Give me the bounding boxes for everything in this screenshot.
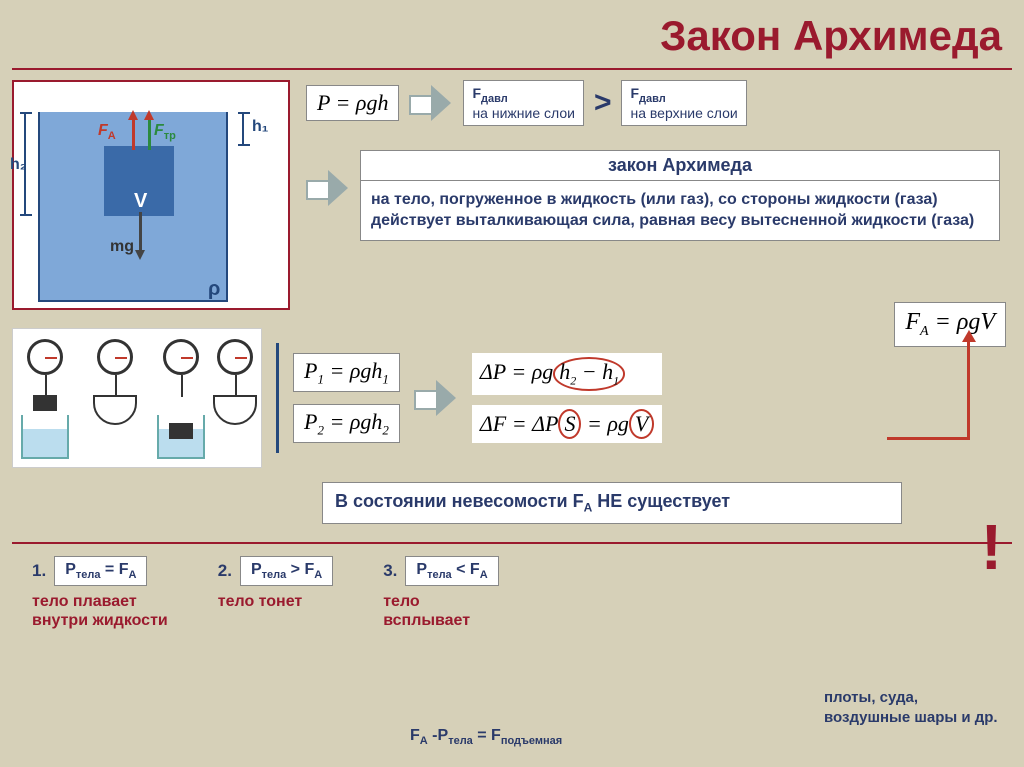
case-3-cond: Pтела < FA [405,556,498,586]
p1-formula: P1 = ρgh1 [293,353,400,392]
label-mg: mg [110,238,134,256]
arrow-icon [306,170,350,206]
case-2-cond: Pтела > FA [240,556,333,586]
law-heading: закон Архимеда [361,151,999,181]
fa-formula: FA = ρgV [894,302,1006,347]
page-title: Закон Архимеда [12,12,1012,60]
fdavl-lower-box: Fдавл на нижние слои [463,80,583,126]
case-3: 3. Pтела < FA теловсплывает [383,556,498,631]
archimedes-law-box: закон Архимеда на тело, погруженное в жи… [360,150,1000,241]
law-body: на тело, погруженное в жидкость (или газ… [361,181,999,240]
lifting-force-formula: FA -Pтела = Fподъемная [410,727,562,747]
applications-note: плоты, суда, воздушные шары и др. [824,688,1004,727]
case-1-cond: Pтела = FA [54,556,147,586]
p1-p2-formulas: P1 = ρgh1 P2 = ρgh2 [293,353,400,444]
p2-formula: P2 = ρgh2 [293,404,400,443]
label-FA: FA [98,122,116,142]
fdavl-upper-box: Fдавл на верхние слои [621,80,746,126]
dynamometer-illustration [12,328,262,468]
label-rho: ρ [208,278,220,301]
weightlessness-note: В состоянии невесомости FA НЕ существует [322,482,902,524]
dp-formula: ΔP = ρgh2 − h1 [472,353,662,394]
case-3-text: теловсплывает [383,592,498,630]
derivation-arrow [967,340,970,440]
divider-top [12,68,1012,70]
label-h2: h₂ [10,156,27,174]
flotation-cases: 1. Pтела = FA тело плаваетвнутри жидкост… [12,556,1012,631]
label-h1: h₁ [252,118,268,136]
case-1: 1. Pтела = FA тело плаваетвнутри жидкост… [32,556,168,631]
df-formula: ΔF = ΔPS = ρgV [472,405,662,443]
label-V: V [134,190,147,213]
case-1-text: тело плаваетвнутри жидкости [32,592,168,630]
submerged-body-diagram: h₂ h₁ FA Fтр mg V ρ [12,80,290,310]
exclamation-icon: ! [981,510,1002,584]
arrow-icon [409,85,453,121]
gt-symbol: > [594,86,612,120]
pressure-formula: P = ρgh [306,85,399,121]
divider-mid [12,542,1012,544]
label-Ftr: Fтр [154,122,176,142]
case-2-text: тело тонет [218,592,333,611]
separator [276,343,279,453]
delta-formulas: ΔP = ρgh2 − h1 ΔF = ΔPS = ρgV [472,353,662,442]
arrow-icon [414,380,458,416]
case-2: 2. Pтела > FA тело тонет [218,556,333,631]
